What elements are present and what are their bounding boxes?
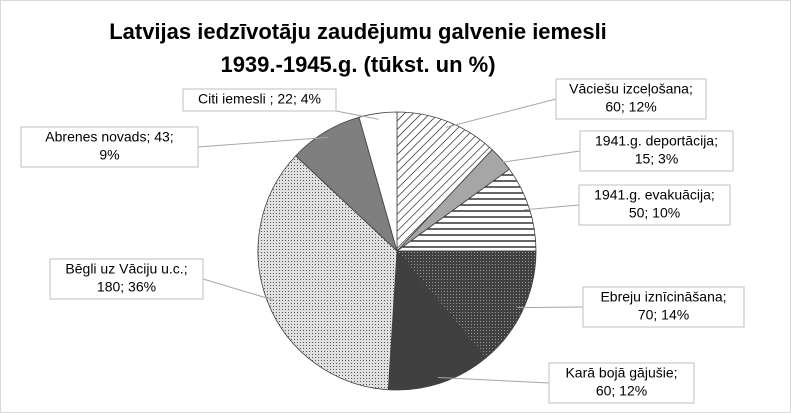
- leader-line: [445, 98, 557, 128]
- data-label-box: [582, 286, 745, 328]
- pie-slice: [257, 155, 398, 391]
- data-label: Bēgli uz Vāciju u.c.;: [65, 261, 187, 277]
- pie-slice: [395, 168, 537, 252]
- data-label: 70; 14%: [638, 307, 689, 323]
- data-label: Ebreju iznīcināšana;: [600, 289, 726, 305]
- data-label: 1941.g. evakuācija;: [594, 187, 715, 203]
- pie-slice: [396, 250, 537, 359]
- data-label: Vāciešu izceļošana;: [569, 81, 693, 97]
- data-label: 60; 12%: [605, 99, 656, 115]
- data-label-box: [49, 258, 204, 300]
- data-label: 60; 12%: [596, 383, 647, 399]
- pie-slice: [387, 249, 487, 391]
- data-label-box: [182, 88, 337, 112]
- data-label-box: [555, 78, 707, 120]
- data-label-box: [20, 126, 199, 168]
- data-label-box: [579, 130, 734, 172]
- data-label: Karā bojā gājušie;: [565, 365, 677, 381]
- data-label: 1941.g. deportācija;: [595, 133, 718, 149]
- leader-line: [523, 204, 580, 211]
- data-label-box: [578, 184, 731, 226]
- data-label: Citi iemesli ; 22; 4%: [198, 91, 321, 107]
- data-label: 50; 10%: [629, 205, 680, 221]
- leader-line: [202, 278, 274, 301]
- leader-line: [335, 110, 379, 120]
- data-label: Abrenes novads; 43;: [45, 129, 173, 145]
- data-label: 180; 36%: [97, 279, 156, 295]
- leader-line: [197, 136, 328, 148]
- leader-line: [438, 376, 550, 384]
- pie-slice: [358, 111, 398, 252]
- data-label-box: [548, 362, 695, 404]
- pie-slice: [396, 111, 493, 253]
- leader-line: [496, 150, 581, 164]
- data-label: 9%: [99, 147, 119, 163]
- data-label: 15; 3%: [635, 151, 679, 167]
- leader-line: [517, 306, 584, 309]
- chart-title: Latvijas iedzīvotāju zaudējumu galvenie …: [109, 19, 607, 44]
- chart-title: 1939.-1945.g. (tūkst. un %): [220, 52, 495, 77]
